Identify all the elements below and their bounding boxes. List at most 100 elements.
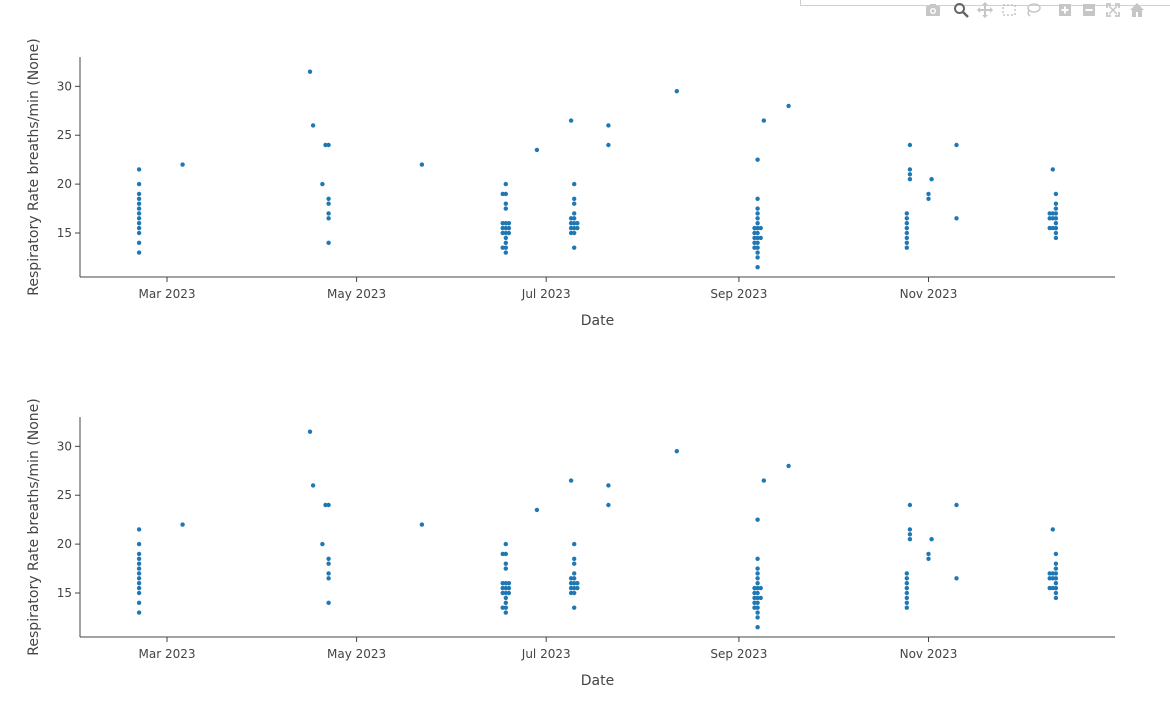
data-point[interactable] — [755, 615, 760, 620]
data-point[interactable] — [503, 581, 508, 586]
data-point[interactable] — [907, 502, 913, 508]
data-point[interactable] — [503, 605, 508, 610]
data-point[interactable] — [755, 225, 760, 231]
data-point[interactable] — [326, 142, 331, 148]
data-point[interactable] — [500, 590, 505, 596]
data-point[interactable] — [755, 211, 760, 216]
data-point[interactable] — [904, 590, 909, 596]
data-point[interactable] — [572, 230, 577, 236]
data-point[interactable] — [500, 605, 505, 610]
data-point[interactable] — [572, 225, 577, 231]
data-point[interactable] — [136, 610, 142, 615]
data-point[interactable] — [1050, 527, 1056, 532]
data-point[interactable] — [572, 590, 577, 596]
data-point[interactable] — [503, 201, 508, 206]
data-point[interactable] — [136, 191, 142, 197]
data-point[interactable] — [1053, 191, 1059, 197]
data-point[interactable] — [1050, 167, 1056, 172]
data-point[interactable] — [761, 478, 766, 483]
data-point[interactable] — [1053, 595, 1059, 601]
data-point[interactable] — [752, 590, 757, 596]
data-point[interactable] — [326, 240, 331, 245]
data-point[interactable] — [136, 201, 142, 206]
data-point[interactable] — [503, 240, 508, 245]
data-point[interactable] — [575, 225, 580, 231]
data-point[interactable] — [755, 625, 760, 630]
data-point[interactable] — [136, 576, 142, 581]
data-point[interactable] — [326, 600, 331, 605]
data-point[interactable] — [752, 585, 757, 591]
autoscale-icon[interactable] — [1104, 2, 1122, 20]
data-point[interactable] — [755, 206, 760, 211]
data-point[interactable] — [755, 216, 760, 221]
data-point[interactable] — [606, 123, 611, 128]
data-point[interactable] — [326, 201, 331, 206]
data-point[interactable] — [572, 211, 577, 216]
data-point[interactable] — [506, 590, 512, 596]
data-point[interactable] — [575, 585, 580, 591]
data-point[interactable] — [755, 566, 760, 571]
data-point[interactable] — [755, 581, 760, 586]
data-point[interactable] — [786, 103, 791, 109]
data-point[interactable] — [500, 551, 505, 557]
data-point[interactable] — [572, 541, 577, 547]
data-point[interactable] — [503, 541, 508, 547]
data-point[interactable] — [755, 157, 760, 162]
data-point[interactable] — [1050, 216, 1056, 221]
data-point[interactable] — [1050, 571, 1056, 576]
data-point[interactable] — [568, 585, 574, 591]
data-point[interactable] — [136, 167, 142, 172]
data-point[interactable] — [572, 245, 577, 250]
data-point[interactable] — [568, 221, 574, 226]
data-point[interactable] — [1053, 581, 1059, 586]
data-point[interactable] — [503, 221, 508, 226]
data-point[interactable] — [1053, 566, 1059, 571]
data-point[interactable] — [326, 196, 331, 201]
pan-icon[interactable] — [976, 2, 994, 20]
data-point[interactable] — [674, 89, 679, 94]
data-point[interactable] — [180, 522, 185, 527]
data-point[interactable] — [136, 240, 142, 245]
data-point[interactable] — [326, 576, 331, 581]
data-point[interactable] — [752, 600, 757, 605]
data-point[interactable] — [907, 527, 913, 532]
data-point[interactable] — [136, 181, 142, 187]
data-point[interactable] — [326, 561, 331, 566]
data-point[interactable] — [503, 561, 508, 566]
data-point[interactable] — [500, 245, 505, 250]
data-point[interactable] — [752, 225, 757, 231]
data-point[interactable] — [1053, 201, 1059, 206]
data-point[interactable] — [1050, 576, 1056, 581]
data-point[interactable] — [904, 571, 909, 576]
data-point[interactable] — [1053, 551, 1059, 557]
data-point[interactable] — [1050, 211, 1056, 216]
data-point[interactable] — [752, 235, 757, 241]
data-point[interactable] — [904, 576, 909, 581]
data-point[interactable] — [1053, 206, 1059, 211]
data-point[interactable] — [568, 590, 574, 596]
data-point[interactable] — [1047, 211, 1052, 216]
data-point[interactable] — [503, 191, 508, 197]
data-point[interactable] — [136, 590, 142, 596]
data-point[interactable] — [1047, 216, 1052, 221]
data-point[interactable] — [1050, 225, 1056, 231]
data-point[interactable] — [503, 250, 508, 255]
data-point[interactable] — [1047, 585, 1052, 591]
data-point[interactable] — [136, 206, 142, 211]
data-point[interactable] — [326, 571, 331, 576]
data-point[interactable] — [752, 605, 757, 610]
data-point[interactable] — [1053, 230, 1059, 236]
data-point[interactable] — [136, 211, 142, 216]
data-point[interactable] — [954, 216, 959, 221]
data-point[interactable] — [500, 225, 505, 231]
data-point[interactable] — [500, 581, 505, 586]
data-point[interactable] — [506, 230, 512, 236]
data-point[interactable] — [136, 221, 142, 226]
data-point[interactable] — [136, 541, 142, 547]
data-point[interactable] — [904, 221, 909, 226]
data-point[interactable] — [500, 585, 505, 591]
data-point[interactable] — [503, 600, 508, 605]
zoom-out-icon[interactable] — [1080, 2, 1098, 20]
data-point[interactable] — [310, 483, 316, 488]
data-point[interactable] — [500, 221, 505, 226]
